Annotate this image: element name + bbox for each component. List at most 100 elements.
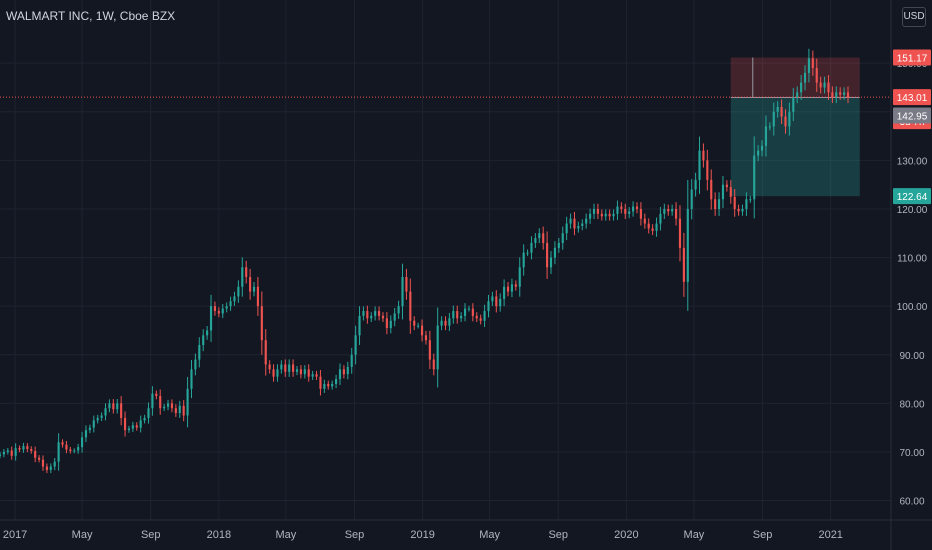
candle — [389, 315, 392, 334]
candle-body — [823, 82, 826, 88]
candle-body — [0, 454, 2, 456]
candle — [475, 312, 478, 323]
candle — [413, 316, 416, 331]
candle — [393, 308, 396, 327]
candle-body — [389, 320, 392, 329]
candle-body — [506, 286, 510, 292]
candle — [432, 353, 435, 376]
candle-body — [448, 318, 451, 326]
candle-body — [73, 450, 76, 452]
candle — [362, 306, 365, 321]
time-tick-label: May — [684, 529, 705, 541]
candle-body — [116, 403, 119, 410]
candle-body — [503, 286, 506, 299]
candle-body — [831, 92, 834, 98]
candle — [823, 76, 826, 94]
candle-body — [80, 437, 84, 448]
candle — [26, 443, 29, 453]
candle — [690, 179, 693, 220]
candle — [772, 102, 775, 136]
candle-body — [307, 369, 310, 377]
candle — [604, 209, 607, 221]
candle-body — [206, 330, 209, 336]
candle — [784, 109, 787, 134]
candle-body — [846, 92, 850, 98]
candle-body — [585, 218, 588, 224]
candle — [61, 439, 64, 448]
candle-body — [600, 213, 603, 217]
candle-body — [581, 223, 584, 226]
candle-body — [628, 211, 631, 214]
candle — [729, 180, 732, 204]
candle-body — [694, 179, 697, 190]
candle — [374, 306, 377, 321]
candle — [385, 312, 388, 335]
candle-body — [41, 459, 45, 467]
candle — [674, 202, 678, 226]
target-price-tag-bg — [893, 49, 931, 66]
candle — [409, 278, 412, 334]
target-price-tag: 151.17 — [893, 49, 931, 66]
candle-body — [6, 450, 9, 452]
candle — [745, 192, 748, 216]
candle-body — [401, 277, 404, 307]
candle — [366, 305, 369, 324]
candle-body — [592, 208, 596, 214]
candle — [721, 175, 725, 208]
candle — [57, 433, 60, 471]
candle — [647, 218, 650, 234]
candle — [624, 203, 627, 220]
candle — [764, 115, 768, 157]
candle-body — [209, 306, 213, 331]
candle — [116, 398, 119, 414]
currency-button[interactable]: USD — [902, 7, 926, 27]
candle-body — [120, 403, 123, 418]
candle — [10, 446, 13, 460]
candle-body — [163, 406, 166, 409]
candle-body — [702, 150, 705, 161]
candle — [229, 296, 232, 311]
candle-body — [839, 92, 842, 95]
candle-body — [166, 403, 170, 407]
candle — [549, 250, 553, 274]
time-tick-label: May — [275, 529, 296, 541]
candle-body — [38, 457, 41, 460]
candle-body — [178, 405, 181, 414]
candle — [632, 201, 635, 217]
candle — [479, 314, 482, 325]
candle-body — [471, 308, 474, 316]
candle-body — [729, 187, 732, 197]
candle-body — [753, 155, 756, 200]
candle-body — [377, 311, 381, 316]
candle-body — [589, 213, 592, 219]
candle-body — [639, 208, 642, 219]
candle-body — [803, 72, 807, 83]
candle-body — [276, 369, 279, 377]
candle — [534, 233, 537, 249]
candle-body — [237, 286, 240, 297]
candle — [84, 425, 88, 443]
candle-body — [604, 213, 607, 217]
candle — [506, 282, 510, 297]
candle — [768, 122, 771, 131]
long-position-tool[interactable] — [730, 57, 860, 197]
time-axis[interactable]: 2017 May Sep 2018 May Sep 2019 May Sep 2020 May Sep… — [0, 519, 932, 541]
candle — [542, 226, 545, 250]
candle — [30, 446, 33, 454]
candle — [256, 277, 259, 316]
candle — [2, 449, 5, 458]
candle — [53, 457, 56, 471]
candle-body — [139, 420, 142, 428]
candle-body — [268, 364, 271, 370]
candle-body — [827, 82, 830, 93]
candle-body — [229, 301, 232, 307]
candle — [123, 411, 127, 437]
candle-body — [530, 242, 533, 253]
candle-body — [362, 311, 365, 316]
candle — [815, 58, 818, 92]
candle — [428, 330, 431, 370]
candle-body — [135, 425, 138, 428]
candle-body — [843, 92, 846, 95]
candle — [112, 399, 115, 414]
